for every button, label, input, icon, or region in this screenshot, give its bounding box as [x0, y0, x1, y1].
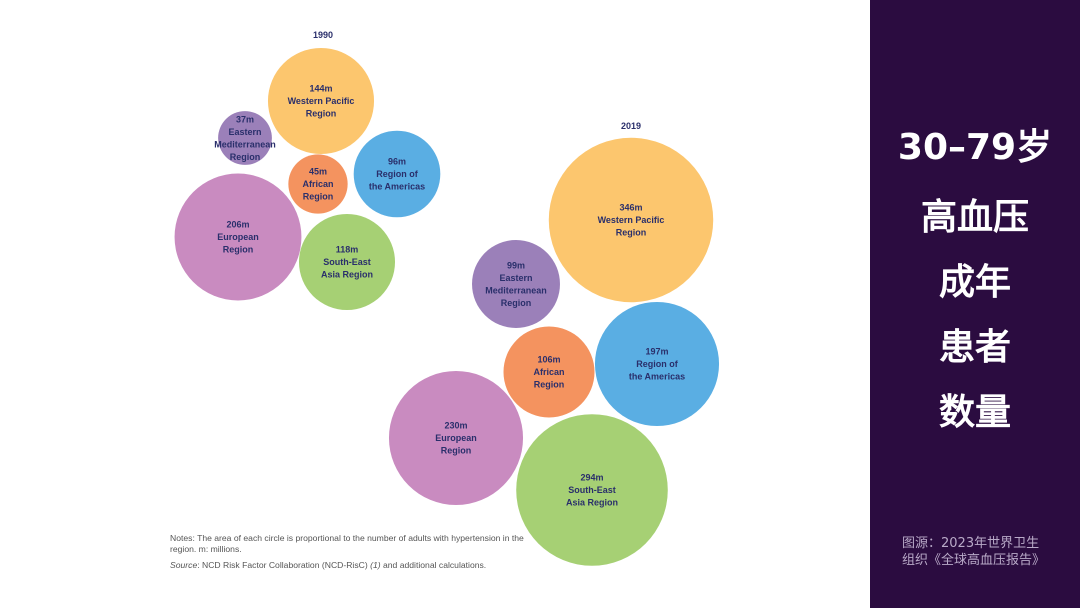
bubble-1990-european-region	[174, 173, 302, 301]
bubble-1990-south-east-asia-region	[298, 213, 396, 311]
bubble-2019-african-region	[503, 326, 595, 418]
bubble-label-1990-south-east-asia-region: South-East	[323, 257, 371, 267]
side-title-line-5: 数量	[938, 392, 1011, 433]
bubble-2019-south-east-asia-region	[516, 414, 668, 566]
bubble-value-1990-western-pacific-region: 144m	[309, 84, 332, 94]
chart-title-1990: 1990	[313, 30, 333, 40]
bubble-value-2019-eastern-mediterranean-region: 99m	[507, 260, 525, 270]
bubble-label-2019-eastern-mediterranean-region: Region	[501, 298, 532, 308]
bubble-value-1990-african-region: 45m	[309, 167, 327, 177]
source-tail: and additional calculations.	[380, 560, 487, 570]
bubble-label-2019-western-pacific-region: Region	[616, 228, 647, 238]
bubble-value-1990-region-of-the-americas: 96m	[388, 157, 406, 167]
chart-notes: Notes: The area of each circle is propor…	[170, 533, 530, 576]
bubble-label-1990-south-east-asia-region: Asia Region	[321, 270, 373, 280]
side-panel: 30–79岁 高血压 成年 患者 数量 图源：2023年世界卫生 组织《全球高血…	[870, 0, 1080, 608]
bubble-label-2019-south-east-asia-region: South-East	[568, 485, 616, 495]
bubble-label-1990-western-pacific-region: Western Pacific	[288, 96, 355, 106]
bubble-label-1990-european-region: European	[217, 232, 259, 242]
bubble-chart: 1990 144m Western Pacific Region 37m Eastern M…	[174, 30, 720, 566]
image-source-line-2: 组织《全球高血压报告》	[902, 553, 1046, 568]
side-title-line-4: 患者	[938, 327, 1011, 368]
bubble-label-1990-european-region: Region	[223, 245, 254, 255]
bubble-label-1990-african-region: Region	[303, 192, 334, 202]
bubble-label-1990-western-pacific-region: Region	[306, 109, 337, 119]
bubble-label-1990-eastern-mediterranean-region: Region	[230, 152, 261, 162]
source-text: Source: NCD Risk Factor Collaboration (N…	[170, 560, 530, 571]
chart-title-2019: 2019	[621, 121, 641, 131]
side-title-line-1: 30–79岁	[897, 127, 1053, 168]
bubble-value-2019-south-east-asia-region: 294m	[580, 473, 603, 483]
bubble-2019-region-of-the-americas	[594, 301, 720, 427]
bubble-label-1990-african-region: African	[302, 179, 333, 189]
bubble-label-2019-european-region: Region	[441, 446, 472, 456]
bubble-label-2019-region-of-the-americas: the Americas	[629, 372, 685, 382]
bubble-label-2019-african-region: Region	[534, 380, 565, 390]
source-body: : NCD Risk Factor Collaboration (NCD-Ris…	[197, 560, 371, 570]
bubble-label-1990-region-of-the-americas: Region of	[376, 169, 418, 179]
bubble-value-2019-region-of-the-americas: 197m	[645, 347, 668, 357]
bubble-label-2019-european-region: European	[435, 433, 477, 443]
bubble-1990-western-pacific-region	[267, 47, 375, 155]
bubble-value-1990-european-region: 206m	[226, 220, 249, 230]
side-title-line-3: 成年	[938, 262, 1011, 303]
bubble-label-2019-south-east-asia-region: Asia Region	[566, 498, 618, 508]
bubble-value-1990-south-east-asia-region: 118m	[336, 245, 359, 255]
bubble-label-2019-eastern-mediterranean-region: Eastern	[499, 273, 532, 283]
source-ref: (1)	[370, 560, 381, 570]
image-source-line-1: 图源：2023年世界卫生	[902, 536, 1040, 551]
bubble-label-1990-eastern-mediterranean-region: Mediterranean	[214, 139, 276, 149]
bubble-label-2019-eastern-mediterranean-region: Mediterranean	[485, 285, 547, 295]
bubble-value-2019-european-region: 230m	[444, 421, 467, 431]
bubble-2019-european-region	[388, 370, 524, 506]
notes-text: Notes: The area of each circle is propor…	[170, 533, 524, 554]
bubble-label-1990-region-of-the-americas: the Americas	[369, 182, 425, 192]
bubble-2019-eastern-mediterranean-region	[472, 240, 560, 328]
bubble-value-2019-african-region: 106m	[537, 355, 560, 365]
bubble-2019-western-pacific-region	[548, 137, 714, 303]
bubble-1990-region-of-the-americas	[353, 130, 441, 218]
side-title-line-2: 高血压	[920, 197, 1029, 238]
image-source: 图源：2023年世界卫生 组织《全球高血压报告》	[902, 535, 1072, 569]
bubble-value-1990-eastern-mediterranean-region: 37m	[236, 114, 254, 124]
bubble-label-1990-eastern-mediterranean-region: Eastern	[228, 127, 261, 137]
bubble-value-2019-western-pacific-region: 346m	[619, 203, 642, 213]
source-label: Source	[170, 560, 198, 570]
bubble-label-2019-region-of-the-americas: Region of	[636, 359, 678, 369]
bubble-1990-african-region	[288, 154, 348, 214]
bubble-1990-eastern-mediterranean-region	[218, 111, 272, 165]
bubble-label-2019-african-region: African	[533, 367, 564, 377]
bubble-label-2019-western-pacific-region: Western Pacific	[598, 215, 665, 225]
